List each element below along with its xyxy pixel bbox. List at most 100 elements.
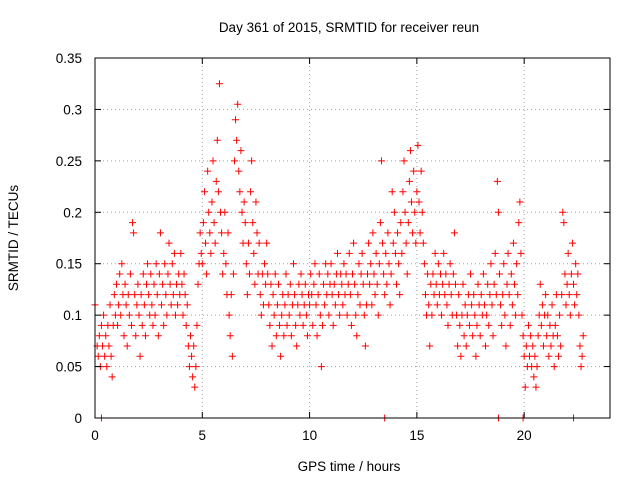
data-point (515, 219, 523, 227)
data-point (476, 332, 484, 340)
data-point (339, 301, 347, 309)
data-point (123, 342, 131, 350)
data-point (272, 332, 280, 340)
data-point (356, 301, 364, 309)
data-point (380, 270, 388, 278)
data-point (571, 301, 579, 309)
data-point (487, 260, 495, 268)
data-point (343, 311, 351, 319)
data-point (349, 270, 356, 278)
axis-ticks (94, 57, 610, 419)
data-point (468, 301, 476, 309)
data-point (205, 208, 213, 216)
data-point (383, 280, 391, 288)
data-point (298, 291, 306, 299)
data-point (125, 311, 133, 319)
data-point (371, 291, 379, 299)
data-point (169, 291, 177, 299)
x-tick-label: 15 (409, 428, 424, 443)
data-point (441, 291, 449, 299)
data-point (317, 363, 325, 371)
data-point (357, 270, 365, 278)
data-point (105, 342, 113, 350)
data-point (318, 321, 326, 329)
data-point (495, 270, 503, 278)
data-point (193, 321, 201, 329)
data-point (440, 249, 448, 257)
data-point (557, 342, 565, 350)
data-point (485, 321, 493, 329)
data-point (291, 291, 299, 299)
data-point (143, 280, 150, 288)
data-point (372, 249, 380, 257)
data-point (375, 260, 383, 268)
y-tick-label: 0.1 (63, 308, 82, 323)
data-point (228, 352, 236, 360)
data-point (402, 239, 410, 247)
data-point (122, 301, 130, 309)
data-point (425, 301, 433, 309)
data-point (493, 177, 501, 185)
data-point (442, 270, 450, 278)
data-point (432, 280, 440, 288)
data-point (521, 383, 529, 391)
data-point (431, 249, 439, 257)
data-point (534, 332, 542, 340)
data-point (199, 219, 207, 227)
data-point (102, 332, 110, 340)
chart-title: Day 361 of 2015, SRMTID for receiver reu… (219, 20, 479, 35)
data-point (154, 332, 162, 340)
data-point (203, 270, 211, 278)
data-point (289, 260, 297, 268)
data-point (355, 260, 363, 268)
data-point (406, 147, 414, 155)
data-point (246, 270, 253, 278)
data-point (498, 321, 506, 329)
x-tick-label: 20 (517, 428, 532, 443)
y-tick-label: 0.15 (56, 257, 82, 272)
data-point (242, 260, 250, 268)
data-point (529, 342, 537, 350)
data-point (420, 260, 428, 268)
data-point (561, 270, 569, 278)
data-point (384, 229, 392, 237)
data-point (243, 291, 251, 299)
data-point (302, 311, 310, 319)
data-point (449, 270, 457, 278)
data-point (297, 270, 305, 278)
data-point (133, 301, 141, 309)
data-point (241, 219, 249, 227)
data-point (542, 291, 550, 299)
data-point (312, 301, 320, 309)
data-point (463, 311, 471, 319)
data-point (556, 311, 564, 319)
data-point (576, 342, 584, 350)
data-point (410, 167, 418, 175)
data-point (462, 342, 470, 350)
data-point (278, 311, 286, 319)
data-point (507, 270, 515, 278)
data-point (374, 311, 382, 319)
data-point (261, 260, 269, 268)
data-point (501, 311, 509, 319)
data-point (421, 291, 429, 299)
data-point (236, 188, 244, 196)
data-point (338, 280, 346, 288)
data-point (186, 332, 194, 340)
data-point (566, 311, 574, 319)
data-point (229, 270, 237, 278)
data-point (568, 239, 576, 247)
data-point (439, 280, 447, 288)
data-point (459, 280, 467, 288)
data-point (454, 342, 462, 350)
data-point (124, 291, 132, 299)
data-point (412, 239, 420, 247)
data-point (346, 291, 354, 299)
data-point (530, 373, 538, 381)
data-point (405, 177, 413, 185)
data-point (514, 291, 522, 299)
data-point (138, 321, 146, 329)
data-points (91, 80, 587, 422)
data-point (120, 332, 128, 340)
data-point (314, 291, 322, 299)
